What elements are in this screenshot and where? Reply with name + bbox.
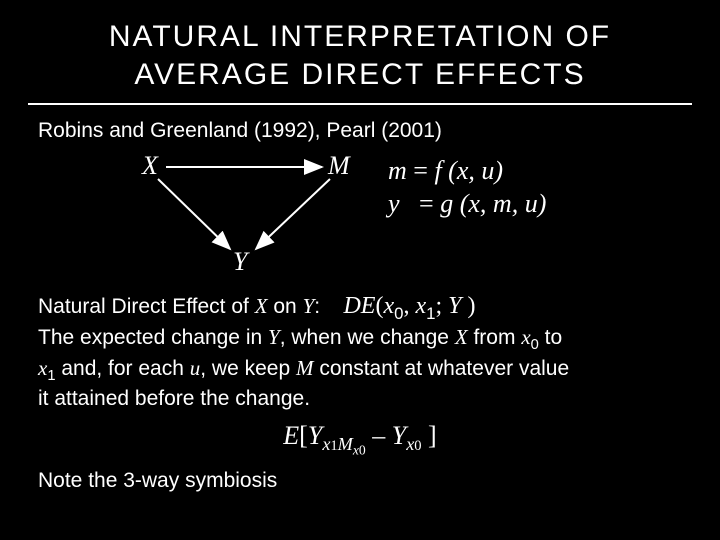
txt: x: [38, 356, 47, 380]
E: E: [283, 421, 299, 450]
txt: to: [539, 326, 562, 349]
txt: x: [415, 293, 426, 319]
horizontal-rule: [28, 103, 692, 105]
sub: 1: [47, 368, 55, 384]
txt: 0: [359, 443, 366, 458]
eq1-lhs: m: [388, 156, 407, 185]
title-line-2: AVERAGE DIRECT EFFECTS: [134, 58, 585, 91]
node-m: M: [328, 151, 350, 181]
Y: Y: [392, 421, 406, 450]
txt: it attained before the change.: [38, 387, 310, 410]
expectation-formula: E[Yx1Mx0 – Yx0 ]: [38, 421, 682, 459]
diagram-arrows: [38, 149, 378, 289]
var-u: u: [190, 356, 201, 380]
eq2-lhs: y: [388, 189, 400, 218]
minus: –: [366, 421, 392, 450]
txt: from: [468, 326, 522, 349]
txt: x: [383, 293, 394, 319]
causal-diagram: X M Y m = f (x, u) y = g (x, m, u): [38, 149, 682, 289]
eq2-rhs: g (x, m, u): [440, 189, 546, 218]
txt: on: [268, 295, 303, 318]
structural-equations: m = f (x, u) y = g (x, m, u): [388, 155, 546, 220]
txt: 0: [414, 438, 421, 454]
de-expression: DE(x0, x1; Y ): [343, 293, 475, 319]
slide: NATURAL INTERPRETATION OF AVERAGE DIRECT…: [0, 0, 720, 540]
title-line-1: NATURAL INTERPRETATION OF: [109, 20, 611, 53]
var-m: M: [296, 356, 314, 380]
var-x: X: [455, 325, 468, 349]
txt: [: [299, 421, 308, 450]
sub: 0: [531, 337, 539, 353]
citation-text: Robins and Greenland (1992), Pearl (2001…: [38, 119, 682, 143]
txt: , when we change: [280, 326, 455, 349]
var-y: Y: [268, 325, 280, 349]
txt: The expected change in: [38, 326, 268, 349]
node-y: Y: [233, 247, 247, 277]
txt: M: [338, 434, 353, 454]
txt: Natural Direct Effect of: [38, 295, 255, 318]
txt: 1: [330, 438, 337, 454]
slide-title: NATURAL INTERPRETATION OF AVERAGE DIRECT…: [38, 18, 682, 93]
txt: ;: [435, 293, 448, 319]
var-y: Y: [303, 294, 315, 318]
txt: , we keep: [200, 357, 296, 380]
txt: ]: [428, 421, 437, 450]
txt: and, for each: [56, 357, 190, 380]
de: DE: [343, 293, 375, 319]
txt: Y: [448, 293, 461, 319]
txt: constant at whatever value: [314, 357, 570, 380]
eq1-rhs: f (x, u): [434, 156, 503, 185]
txt: :: [314, 295, 320, 318]
txt: ,: [403, 293, 415, 319]
var-x: X: [255, 294, 268, 318]
node-x: X: [142, 151, 158, 181]
txt: x: [521, 325, 530, 349]
txt: ): [467, 293, 475, 319]
footnote: Note the 3-way symbiosis: [38, 469, 682, 493]
Y: Y: [308, 421, 322, 450]
definition-text: Natural Direct Effect of X on Y: DE(x0, …: [38, 291, 682, 413]
